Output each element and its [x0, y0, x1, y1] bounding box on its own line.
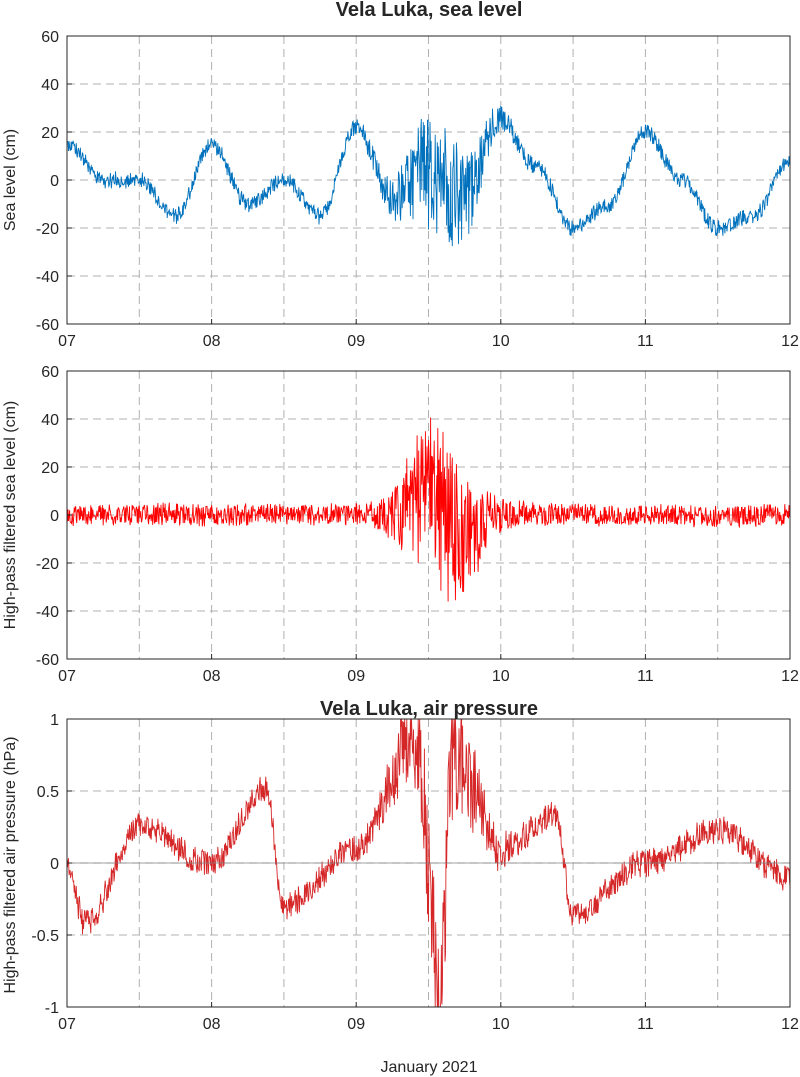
x-tick-label: 07 [58, 1016, 76, 1033]
filtered-sea-level-panel: High-pass filtered sea level (cm) 07 08 09… [2, 364, 799, 685]
y-tick-label: -0.5 [31, 928, 59, 945]
x-tick-label: 12 [781, 668, 799, 685]
series-line [67, 105, 791, 247]
x-tick-label: 08 [203, 668, 221, 685]
x-tick-label: 11 [637, 333, 654, 350]
y-tick-label: 0 [50, 508, 59, 525]
x-tick-label: 08 [203, 333, 221, 350]
grid [67, 371, 790, 659]
figure-xlabel: January 2021 [381, 1059, 478, 1076]
x-tick-label: 12 [781, 1016, 799, 1033]
x-tick-label: 11 [637, 1016, 654, 1033]
x-tick-label: 08 [203, 1016, 221, 1033]
air-pressure-title: Vela Luka, air pressure [320, 698, 538, 720]
x-tick-label: 07 [58, 668, 76, 685]
y-tick-label: 40 [41, 77, 59, 94]
y-tick-label: -40 [36, 604, 59, 621]
y-tick-label: -60 [36, 652, 59, 669]
x-tick-label: 11 [637, 668, 654, 685]
sea-level-panel: Vela Luka, sea level Sea level (cm) 07 08… [2, 0, 799, 350]
y-tick-label: -40 [36, 269, 59, 286]
y-tick-label: 0.5 [37, 784, 59, 801]
x-tick-label: 10 [492, 668, 510, 685]
sea-level-ylabel: Sea level (cm) [2, 129, 19, 231]
y-tick-label: 60 [41, 29, 59, 46]
y-tick-label: 60 [41, 364, 59, 381]
x-tick-label: 07 [58, 333, 76, 350]
x-tick-label: 10 [492, 1016, 510, 1033]
y-tick-label: -1 [45, 1000, 59, 1017]
x-tick-label: 09 [347, 333, 365, 350]
filtered-sea-level-ylabel: High-pass filtered sea level (cm) [2, 401, 19, 630]
x-tick-label: 09 [347, 1016, 365, 1033]
series-line [66, 417, 791, 602]
y-tick-label: -20 [36, 556, 59, 573]
y-tick-label: 20 [41, 125, 59, 142]
x-tick-label: 09 [347, 668, 365, 685]
y-tick-label: -20 [36, 221, 59, 238]
sea-level-title: Vela Luka, sea level [336, 0, 523, 21]
y-tick-label: -60 [36, 317, 59, 334]
y-tick-label: 40 [41, 412, 59, 429]
air-pressure-ylabel: High-pass filtered air pressure (hPa) [2, 737, 19, 994]
y-tick-label: 20 [41, 460, 59, 477]
air-pressure-panel: Vela Luka, air pressure High-pass filter… [2, 698, 799, 1033]
y-tick-label: 1 [50, 712, 59, 729]
y-tick-label: 0 [50, 856, 59, 873]
x-tick-label: 12 [781, 333, 799, 350]
x-tick-label: 10 [492, 333, 510, 350]
y-tick-label: 0 [50, 173, 59, 190]
